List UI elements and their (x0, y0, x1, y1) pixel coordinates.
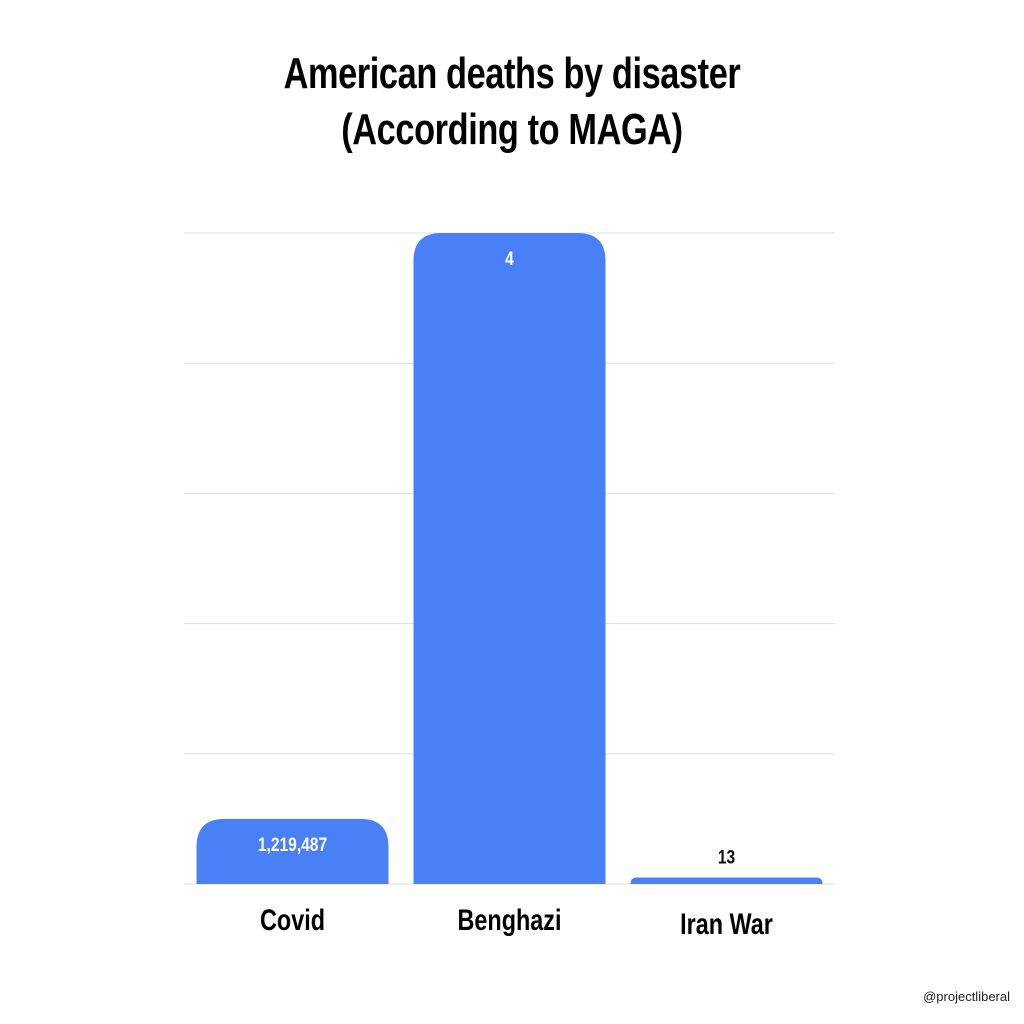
chart-title-line-2: (According to MAGA) (341, 105, 683, 154)
chart-title: American deaths by disaster (According t… (113, 46, 912, 158)
bar-covid (196, 818, 389, 884)
data-label: 13 (718, 846, 736, 868)
data-label: 1,219,487 (258, 833, 327, 855)
data-label: 4 (505, 248, 514, 270)
chart-title-line-1: American deaths by disaster (283, 49, 741, 98)
category-label: Covid (260, 903, 325, 936)
watermark-handle: @projectliberal (923, 989, 1010, 1004)
bar-benghazi (413, 233, 606, 884)
category-label: Benghazi (458, 903, 562, 936)
category-label: Iran War (680, 907, 773, 940)
bar-iran-war (630, 877, 823, 884)
